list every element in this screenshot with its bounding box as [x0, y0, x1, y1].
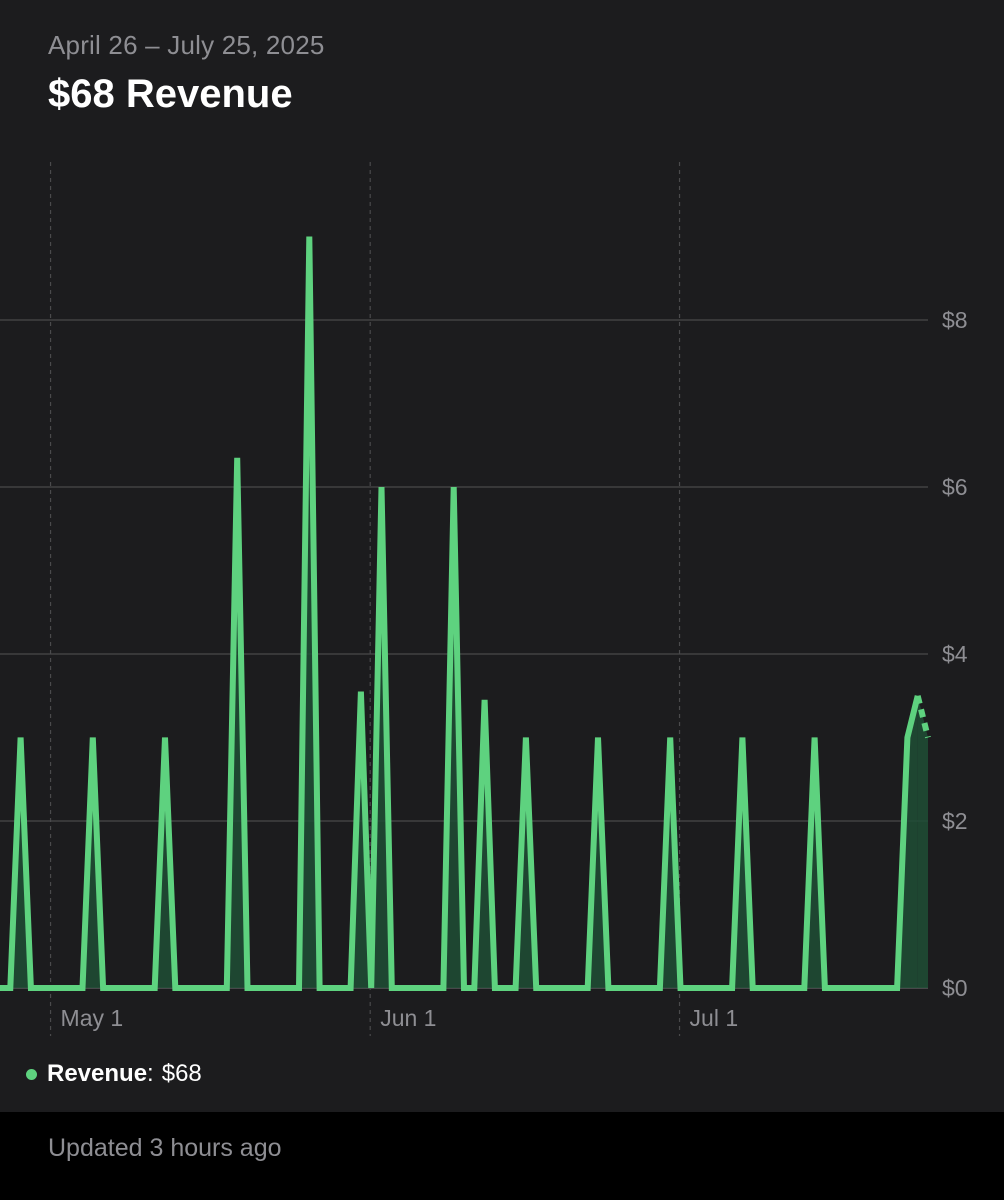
- revenue-headline[interactable]: $68 Revenue: [48, 72, 293, 116]
- y-tick-label: $4: [942, 641, 968, 667]
- legend: Revenue : $68: [26, 1060, 202, 1088]
- x-tick-label: Jun 1: [380, 1005, 436, 1031]
- revenue-card: April 26 – July 25, 2025 $68 Revenue $0 $…: [0, 30, 1004, 1088]
- legend-separator: :: [147, 1060, 154, 1087]
- x-tick-label: Jul 1: [690, 1005, 739, 1031]
- revenue-chart[interactable]: $0 $2 $4 $6 $8 May 1 Jun 1 Jul 1: [0, 150, 1004, 1040]
- footer-bar: Updated 3 hours ago: [0, 1112, 1004, 1200]
- y-tick-label: $6: [942, 474, 968, 500]
- legend-dot-icon: [26, 1068, 37, 1080]
- projected-line: [914, 695, 931, 739]
- y-tick-label: $0: [942, 975, 968, 1001]
- y-tick-label: $2: [942, 808, 968, 834]
- series-line: [0, 236, 921, 991]
- legend-series-value: $68: [161, 1060, 202, 1087]
- y-tick-label: $8: [942, 307, 968, 333]
- date-range-label: April 26 – July 25, 2025: [48, 30, 325, 60]
- line-layer: [0, 236, 931, 991]
- x-tick-label: May 1: [61, 1005, 124, 1031]
- tick-label-layer: $0 $2 $4 $6 $8 May 1 Jun 1 Jul 1: [61, 307, 968, 1031]
- legend-series-name: Revenue: [47, 1060, 148, 1087]
- updated-status: Updated 3 hours ago: [48, 1134, 282, 1162]
- projected-area: [917, 695, 928, 988]
